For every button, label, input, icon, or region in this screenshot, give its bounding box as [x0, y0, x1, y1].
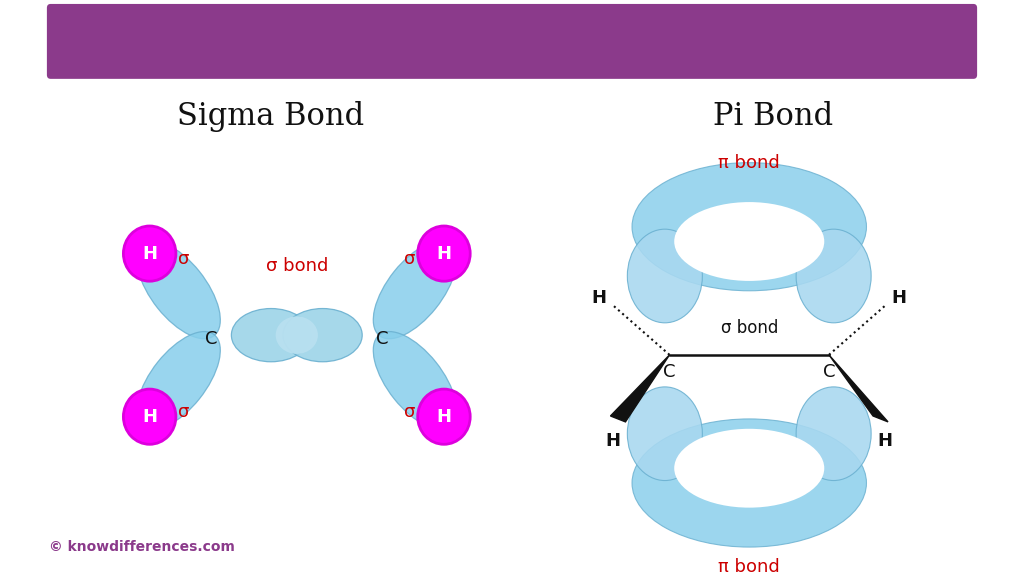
Circle shape: [123, 226, 176, 281]
Ellipse shape: [632, 162, 866, 291]
Text: σ: σ: [178, 249, 189, 267]
Text: Pi Bond: Pi Bond: [713, 101, 833, 132]
Circle shape: [418, 226, 470, 281]
Text: C: C: [205, 330, 217, 348]
Text: Difference Between Sigma and Pi Bond: Difference Between Sigma and Pi Bond: [83, 24, 941, 62]
Ellipse shape: [628, 229, 702, 323]
Text: H: H: [878, 431, 893, 450]
Ellipse shape: [137, 241, 220, 339]
Text: H: H: [142, 408, 157, 426]
Text: σ: σ: [404, 249, 416, 267]
Text: C: C: [377, 330, 389, 348]
Ellipse shape: [674, 202, 824, 281]
Text: σ bond: σ bond: [265, 257, 328, 275]
Text: H: H: [592, 289, 606, 306]
Text: π bond: π bond: [719, 558, 780, 576]
Text: π bond: π bond: [719, 154, 780, 172]
Ellipse shape: [275, 316, 317, 354]
Ellipse shape: [231, 309, 310, 362]
Circle shape: [418, 389, 470, 444]
Text: H: H: [606, 431, 621, 450]
Ellipse shape: [632, 419, 866, 547]
Text: σ: σ: [404, 403, 416, 420]
Ellipse shape: [796, 229, 871, 323]
Text: H: H: [436, 408, 452, 426]
Ellipse shape: [374, 241, 457, 339]
Ellipse shape: [796, 387, 871, 480]
Polygon shape: [610, 355, 670, 422]
Ellipse shape: [283, 309, 362, 362]
Polygon shape: [829, 355, 888, 422]
Ellipse shape: [674, 429, 824, 507]
Text: σ: σ: [178, 403, 189, 420]
Text: H: H: [892, 289, 907, 306]
Ellipse shape: [137, 332, 220, 429]
Text: H: H: [142, 245, 157, 263]
Text: Sigma Bond: Sigma Bond: [177, 101, 365, 132]
Text: C: C: [664, 363, 676, 381]
Text: © knowdifferences.com: © knowdifferences.com: [49, 540, 234, 554]
Text: H: H: [436, 245, 452, 263]
Text: σ bond: σ bond: [721, 319, 778, 337]
Circle shape: [123, 389, 176, 444]
Ellipse shape: [374, 332, 457, 429]
Text: C: C: [822, 363, 836, 381]
Ellipse shape: [628, 387, 702, 480]
FancyBboxPatch shape: [47, 4, 977, 79]
